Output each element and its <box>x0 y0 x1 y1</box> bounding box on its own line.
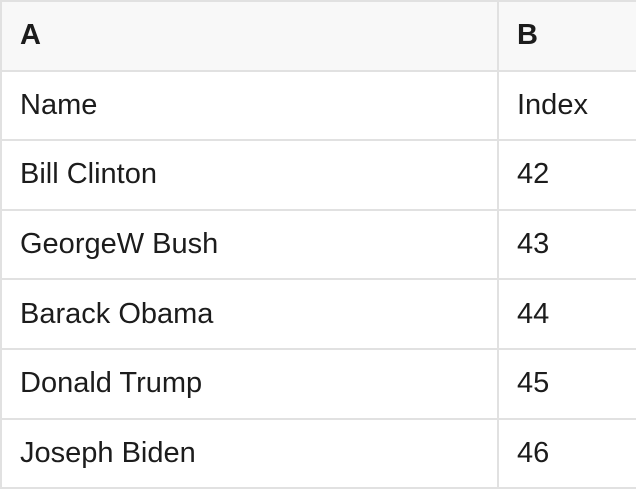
cell-column-a[interactable]: GeorgeW Bush <box>0 208 499 281</box>
table-row: Name Index <box>0 69 636 142</box>
column-header-b[interactable]: B <box>497 0 636 72</box>
table-row: Donald Trump 45 <box>0 347 636 420</box>
table-row: Joseph Biden 46 <box>0 417 636 489</box>
cell-column-a[interactable]: Bill Clinton <box>0 139 499 211</box>
cell-column-b[interactable]: 42 <box>497 139 636 211</box>
cell-column-b[interactable]: 46 <box>497 417 636 489</box>
cell-column-b[interactable]: 44 <box>497 278 636 350</box>
column-header-a[interactable]: A <box>0 0 499 72</box>
cell-column-a[interactable]: Barack Obama <box>0 278 499 350</box>
cell-column-a[interactable]: Joseph Biden <box>0 417 499 489</box>
cell-column-a[interactable]: Donald Trump <box>0 347 499 420</box>
column-header-row: A B <box>0 0 636 72</box>
cell-column-a[interactable]: Name <box>0 69 499 142</box>
cell-column-b[interactable]: 45 <box>497 347 636 420</box>
cell-column-b[interactable]: 43 <box>497 208 636 281</box>
table-row: GeorgeW Bush 43 <box>0 208 636 281</box>
table-row: Barack Obama 44 <box>0 278 636 350</box>
cell-column-b[interactable]: Index <box>497 69 636 142</box>
table-row: Bill Clinton 42 <box>0 139 636 211</box>
